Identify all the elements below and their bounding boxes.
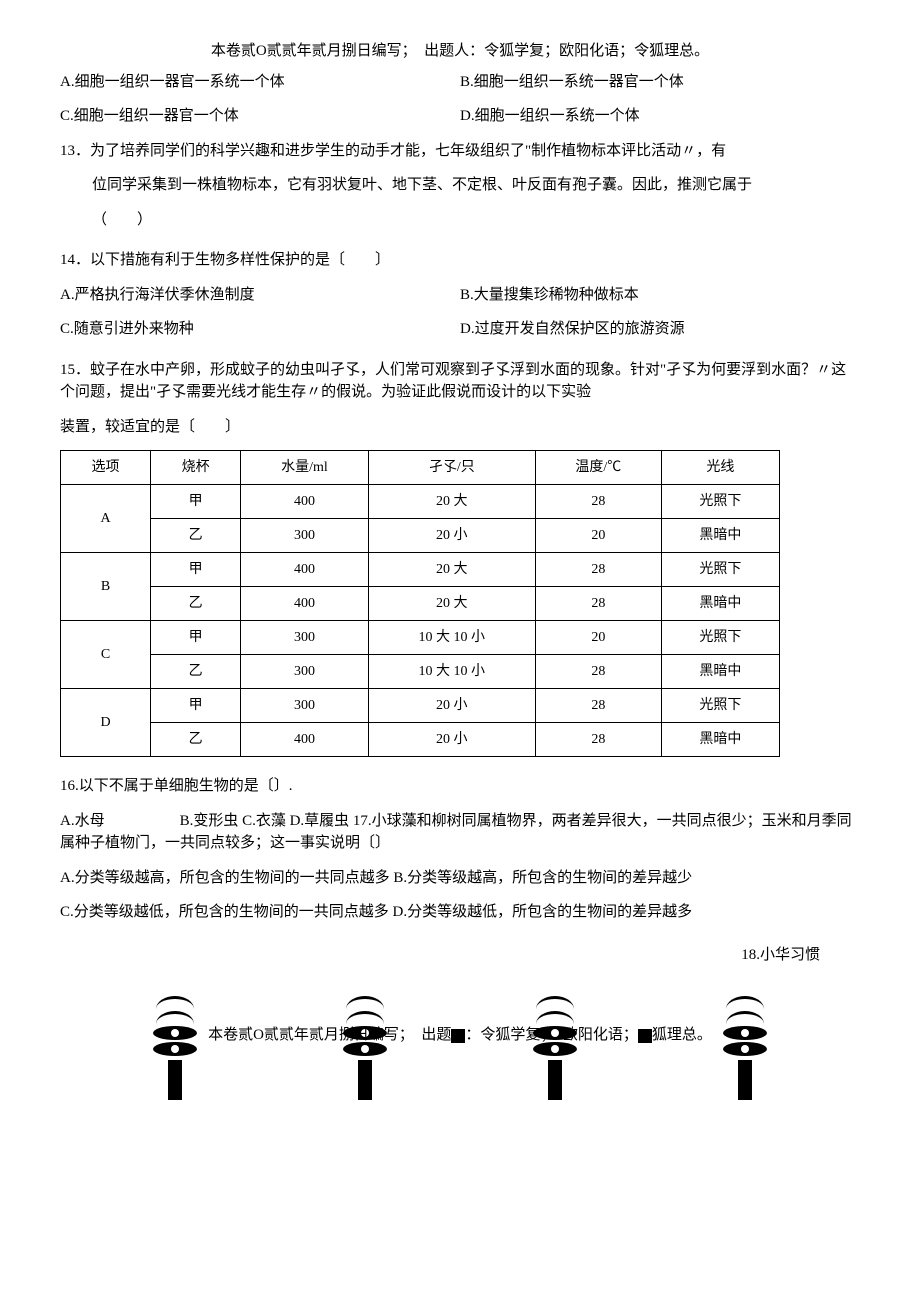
figure-1 [153,996,197,1100]
table-cell: 20 小 [368,519,535,553]
q14-opt-c: C.随意引进外来物种 [60,318,460,341]
table-cell: 光照下 [661,621,779,655]
table-cell: 黑暗中 [661,723,779,757]
table-cell: 20 大 [368,553,535,587]
table-cell: 400 [241,723,368,757]
q12-opt-a: A.细胞一组织一器官一系统一个体 [60,71,460,94]
table-cell: 20 [535,621,661,655]
q14-opt-b: B.大量搜集珍稀物种做标本 [460,284,860,307]
question-13: 13．为了培养同学们的科学兴趣和进步学生的动手才能，七年级组织了"制作植物标本评… [60,140,860,232]
table-cell: 甲 [151,689,241,723]
table-cell: 300 [241,689,368,723]
table-cell: 28 [535,553,661,587]
table-header: 选项 [61,451,151,485]
header-credits: 本卷贰O贰贰年贰月捌日编写； 出题人：令狐学复；欧阳化语；令狐理总。 [60,40,860,63]
footer-mid: ：令狐学复； 欧阳化语； [465,1027,638,1043]
table-cell: 20 大 [368,485,535,519]
q15-table: 选项烧杯水量/ml孑孓/只温度/℃光线 A甲40020 大28光照下乙30020… [60,450,780,757]
table-cell: 黑暗中 [661,519,779,553]
figure-2 [343,996,387,1100]
q12-opt-d: D.细胞一组织一系统一个体 [460,105,860,128]
q12-opt-c: C.细胞一组织一器官一个体 [60,105,460,128]
table-cell: 光照下 [661,689,779,723]
table-option-cell: B [61,553,151,621]
question-14: 14．以下措施有利于生物多样性保护的是〔 〕 A.严格执行海洋伏季休渔制度 B.… [60,249,860,341]
table-cell: 20 大 [368,587,535,621]
q12-options-row1: A.细胞一组织一器官一系统一个体 B.细胞一组织一系统一器官一个体 [60,71,860,94]
table-cell: 光照下 [661,553,779,587]
table-cell: 400 [241,553,368,587]
table-header: 光线 [661,451,779,485]
redact-box-1 [451,1029,465,1043]
q15-stem1: 15．蚊子在水中产卵，形成蚊子的幼虫叫孑孓，人们常可观察到孑孓浮到水面的现象。针… [60,359,860,404]
table-cell: 光照下 [661,485,779,519]
table-cell: 20 小 [368,723,535,757]
table-cell: 28 [535,485,661,519]
table-cell: 400 [241,587,368,621]
redact-box-2 [638,1029,652,1043]
footer-post: 狐理总。 [652,1027,712,1043]
q16-opts-q17-stem: A.水母 B.变形虫 C.衣藻 D.草履虫 17.小球藻和柳树同属植物界，两者差… [60,810,860,855]
table-cell: 300 [241,621,368,655]
table-cell: 甲 [151,621,241,655]
q17-opts-cd: C.分类等级越低，所包含的生物间的一共同点越多 D.分类等级越低，所包含的生物间… [60,901,860,924]
table-header: 孑孓/只 [368,451,535,485]
footer-credits: 本卷贰O贰贰年贰月捌日编写； 出题 ：令狐学复； 欧阳化语； 狐理总。 [60,1024,860,1047]
q17-opts-ab: A.分类等级越高，所包含的生物间的一共同点越多 B.分类等级越高，所包含的生物间… [60,867,860,890]
table-cell: 乙 [151,723,241,757]
q16-stem: 16.以下不属于单细胞生物的是〔〕. [60,775,860,798]
table-cell: 10 大 10 小 [368,621,535,655]
q14-opt-a: A.严格执行海洋伏季休渔制度 [60,284,460,307]
figure-3 [533,996,577,1100]
q13-stem1: 13．为了培养同学们的科学兴趣和进步学生的动手才能，七年级组织了"制作植物标本评… [60,140,860,163]
table-cell: 400 [241,485,368,519]
table-cell: 28 [535,723,661,757]
table-cell: 乙 [151,655,241,689]
table-header: 水量/ml [241,451,368,485]
table-cell: 10 大 10 小 [368,655,535,689]
table-option-cell: A [61,485,151,553]
table-cell: 20 小 [368,689,535,723]
table-option-cell: D [61,689,151,757]
table-header: 烧杯 [151,451,241,485]
table-cell: 乙 [151,519,241,553]
question-15: 15．蚊子在水中产卵，形成蚊子的幼虫叫孑孓，人们常可观察到孑孓浮到水面的现象。针… [60,359,860,758]
footer-pre: 本卷贰O贰贰年贰月捌日编写； 出题 [208,1027,451,1043]
q14-opt-d: D.过度开发自然保护区的旅游资源 [460,318,860,341]
q15-stem2: 装置，较适宜的是〔 〕 [60,416,860,439]
q12-opt-b: B.细胞一组织一系统一器官一个体 [460,71,860,94]
table-cell: 黑暗中 [661,655,779,689]
table-cell: 甲 [151,485,241,519]
figure-4 [723,996,767,1100]
table-option-cell: C [61,621,151,689]
table-cell: 乙 [151,587,241,621]
table-cell: 28 [535,655,661,689]
q18-label: 18.小华习惯 [60,944,860,967]
q14-stem: 14．以下措施有利于生物多样性保护的是〔 〕 [60,249,860,272]
table-cell: 黑暗中 [661,587,779,621]
question-16-17: 16.以下不属于单细胞生物的是〔〕. A.水母 B.变形虫 C.衣藻 D.草履虫… [60,775,860,924]
table-cell: 300 [241,519,368,553]
table-cell: 28 [535,587,661,621]
table-cell: 300 [241,655,368,689]
table-cell: 20 [535,519,661,553]
q13-paren: （ ） [60,209,860,232]
table-cell: 甲 [151,553,241,587]
table-cell: 28 [535,689,661,723]
footer-figure-row: 本卷贰O贰贰年贰月捌日编写； 出题 ：令狐学复； 欧阳化语； 狐理总。 [60,996,860,1086]
q12-options-row2: C.细胞一组织一器官一个体 D.细胞一组织一系统一个体 [60,105,860,128]
q13-stem2: 位同学采集到一株植物标本，它有羽状复叶、地下茎、不定根、叶反面有孢子囊。因此，推… [60,174,860,197]
table-header: 温度/℃ [535,451,661,485]
